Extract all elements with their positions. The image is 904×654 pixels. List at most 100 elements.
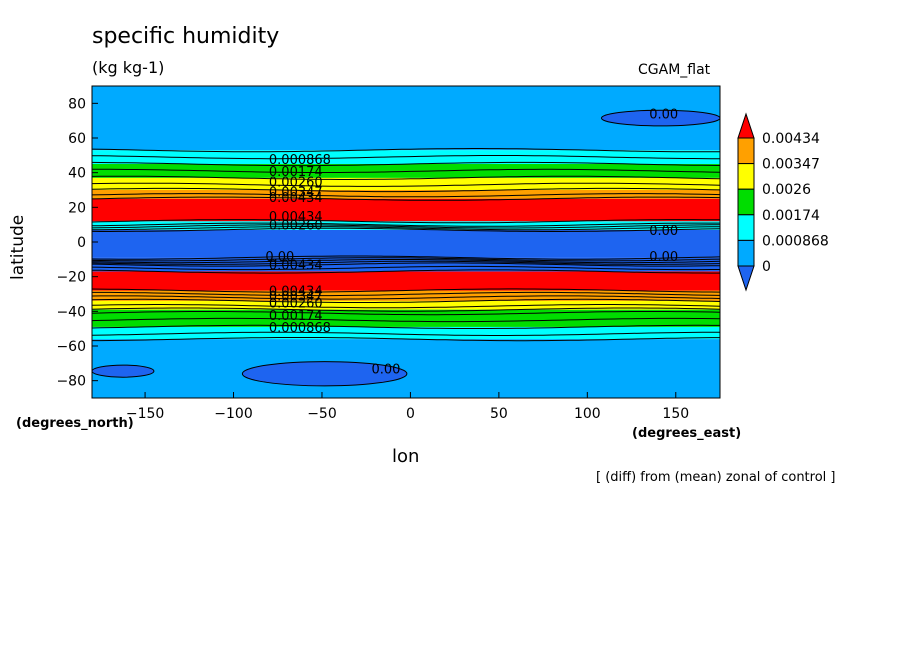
contour-label-16: 0.00 xyxy=(649,108,678,123)
x-tick-label: 100 xyxy=(574,406,601,422)
contour-line-31 xyxy=(91,148,720,153)
band-11 xyxy=(92,177,720,190)
x-tick-label: −100 xyxy=(214,406,252,422)
contour-labels: 0.0008680.001740.002600.003470.004340.00… xyxy=(265,108,678,378)
colorbar-label-3: 0.0026 xyxy=(762,182,811,198)
colorbar-bottom-triangle xyxy=(737,265,755,292)
colorbar-label-4: 0.00347 xyxy=(762,157,820,173)
x-tick-label: −50 xyxy=(307,406,337,422)
contour-line-2 xyxy=(91,324,720,329)
x-axis-label: lon xyxy=(392,446,420,467)
band-9 xyxy=(92,198,720,222)
contour-line-27 xyxy=(91,175,721,180)
contour-label-14: 0.00174 xyxy=(269,309,323,324)
contour-line-21 xyxy=(91,222,720,227)
contour-line-3 xyxy=(91,317,721,323)
band-5 xyxy=(92,271,720,291)
contour-line-8 xyxy=(91,295,721,300)
zero-patch-0 xyxy=(91,364,155,378)
plot-area xyxy=(92,86,720,398)
contour-line-15 xyxy=(91,259,721,264)
contour-line-9 xyxy=(92,291,721,297)
contour-label-15: 0.000868 xyxy=(269,321,331,336)
contour-label-5: 0.00434 xyxy=(269,210,323,225)
y-tick-label: 40 xyxy=(68,166,86,182)
colorbar: 0 0.000868 0.00174 0.0026 0.00347 0.00434 xyxy=(737,112,829,292)
x-unit-note: (degrees_east) xyxy=(632,426,742,441)
contour-line-0 xyxy=(92,337,720,342)
y-tick-label: 0 xyxy=(77,235,86,251)
contour-label-12: 0.00347 xyxy=(269,290,323,305)
colorbar-swatch-5 xyxy=(737,137,755,165)
colorbar-swatch-3 xyxy=(737,188,755,216)
y-tick-label: −40 xyxy=(56,304,86,320)
colorbar-swatch-4 xyxy=(737,163,755,190)
contour-line-23 xyxy=(91,196,721,201)
band-10 xyxy=(92,190,720,199)
chart-title: specific humidity xyxy=(92,24,280,49)
contour-line-7 xyxy=(91,298,721,303)
contour-label-6: 0.00260 xyxy=(269,219,323,234)
y-tick-label: −80 xyxy=(56,374,86,390)
contour-line-26 xyxy=(91,182,721,187)
contour-line-10 xyxy=(91,288,721,293)
contour-line-6 xyxy=(91,304,721,309)
chart-units: (kg kg-1) xyxy=(92,58,165,77)
contour-lines xyxy=(91,148,721,342)
colorbar-swatch-1 xyxy=(737,239,755,267)
y-axis-label: latitude xyxy=(8,214,28,280)
colorbar-top-triangle xyxy=(737,112,755,139)
contour-label-2: 0.00260 xyxy=(269,175,323,190)
x-tick-label: 150 xyxy=(662,406,689,422)
colorbar-label-0: 0 xyxy=(762,259,771,275)
y-tick-label: 20 xyxy=(68,200,86,216)
band-2 xyxy=(92,309,720,327)
y-tick-label: −60 xyxy=(56,339,86,355)
colorbar-label-1: 0.000868 xyxy=(762,233,829,249)
contour-label-3: 0.00347 xyxy=(269,186,323,201)
contour-line-30 xyxy=(91,155,720,160)
band-12 xyxy=(92,164,720,178)
contour-label-4: 0.00434 xyxy=(269,191,323,206)
y-unit-note: (degrees_north) xyxy=(16,416,134,431)
contour-line-14 xyxy=(91,260,721,265)
footnote: [ (diff) from (mean) zonal of control ] xyxy=(596,470,836,485)
contour-line-11 xyxy=(91,269,720,274)
contour-line-22 xyxy=(91,219,721,224)
dataset-label: CGAM_flat xyxy=(638,62,711,78)
contour-label-13: 0.00260 xyxy=(269,297,323,312)
contour-line-18 xyxy=(91,227,721,232)
contour-line-1 xyxy=(91,331,720,336)
band-3 xyxy=(92,300,720,310)
contour-line-4 xyxy=(91,311,721,316)
contour-label-17: 0.00 xyxy=(372,363,401,378)
contour-label-9: 0.00434 xyxy=(269,259,323,274)
y-tick-label: 60 xyxy=(68,131,86,147)
contour-line-20 xyxy=(91,224,720,229)
zero-patches xyxy=(91,109,721,387)
contour-line-28 xyxy=(92,168,721,173)
contour-label-8: 0.00 xyxy=(265,250,294,265)
colorbar-swatch-2 xyxy=(737,214,755,241)
contour-line-16 xyxy=(91,257,721,262)
colorbar-label-5: 0.00434 xyxy=(762,131,820,147)
x-tick-label: −150 xyxy=(126,406,164,422)
band-7 xyxy=(92,229,720,258)
colorbar-label-2: 0.00174 xyxy=(762,208,820,224)
band-0 xyxy=(92,339,720,398)
contour-label-11: 0.00434 xyxy=(269,285,323,300)
zero-patch-1 xyxy=(241,361,408,387)
y-tick-label: 80 xyxy=(68,96,86,112)
contour-label-1: 0.00174 xyxy=(269,165,323,180)
contour-line-19 xyxy=(92,226,721,231)
contour-line-5 xyxy=(91,307,721,312)
x-axis: −150 −100 −50 0 50 100 150 xyxy=(126,392,689,422)
x-tick-label: 0 xyxy=(406,406,415,422)
band-4 xyxy=(92,290,720,301)
contour-line-13 xyxy=(91,262,721,267)
y-axis: −80 −60 −40 −20 0 20 40 60 80 xyxy=(56,96,98,390)
contour-line-12 xyxy=(91,265,720,271)
contour-line-29 xyxy=(91,161,721,167)
contour-label-7: 0.00 xyxy=(649,224,678,239)
contour-line-17 xyxy=(91,255,721,260)
